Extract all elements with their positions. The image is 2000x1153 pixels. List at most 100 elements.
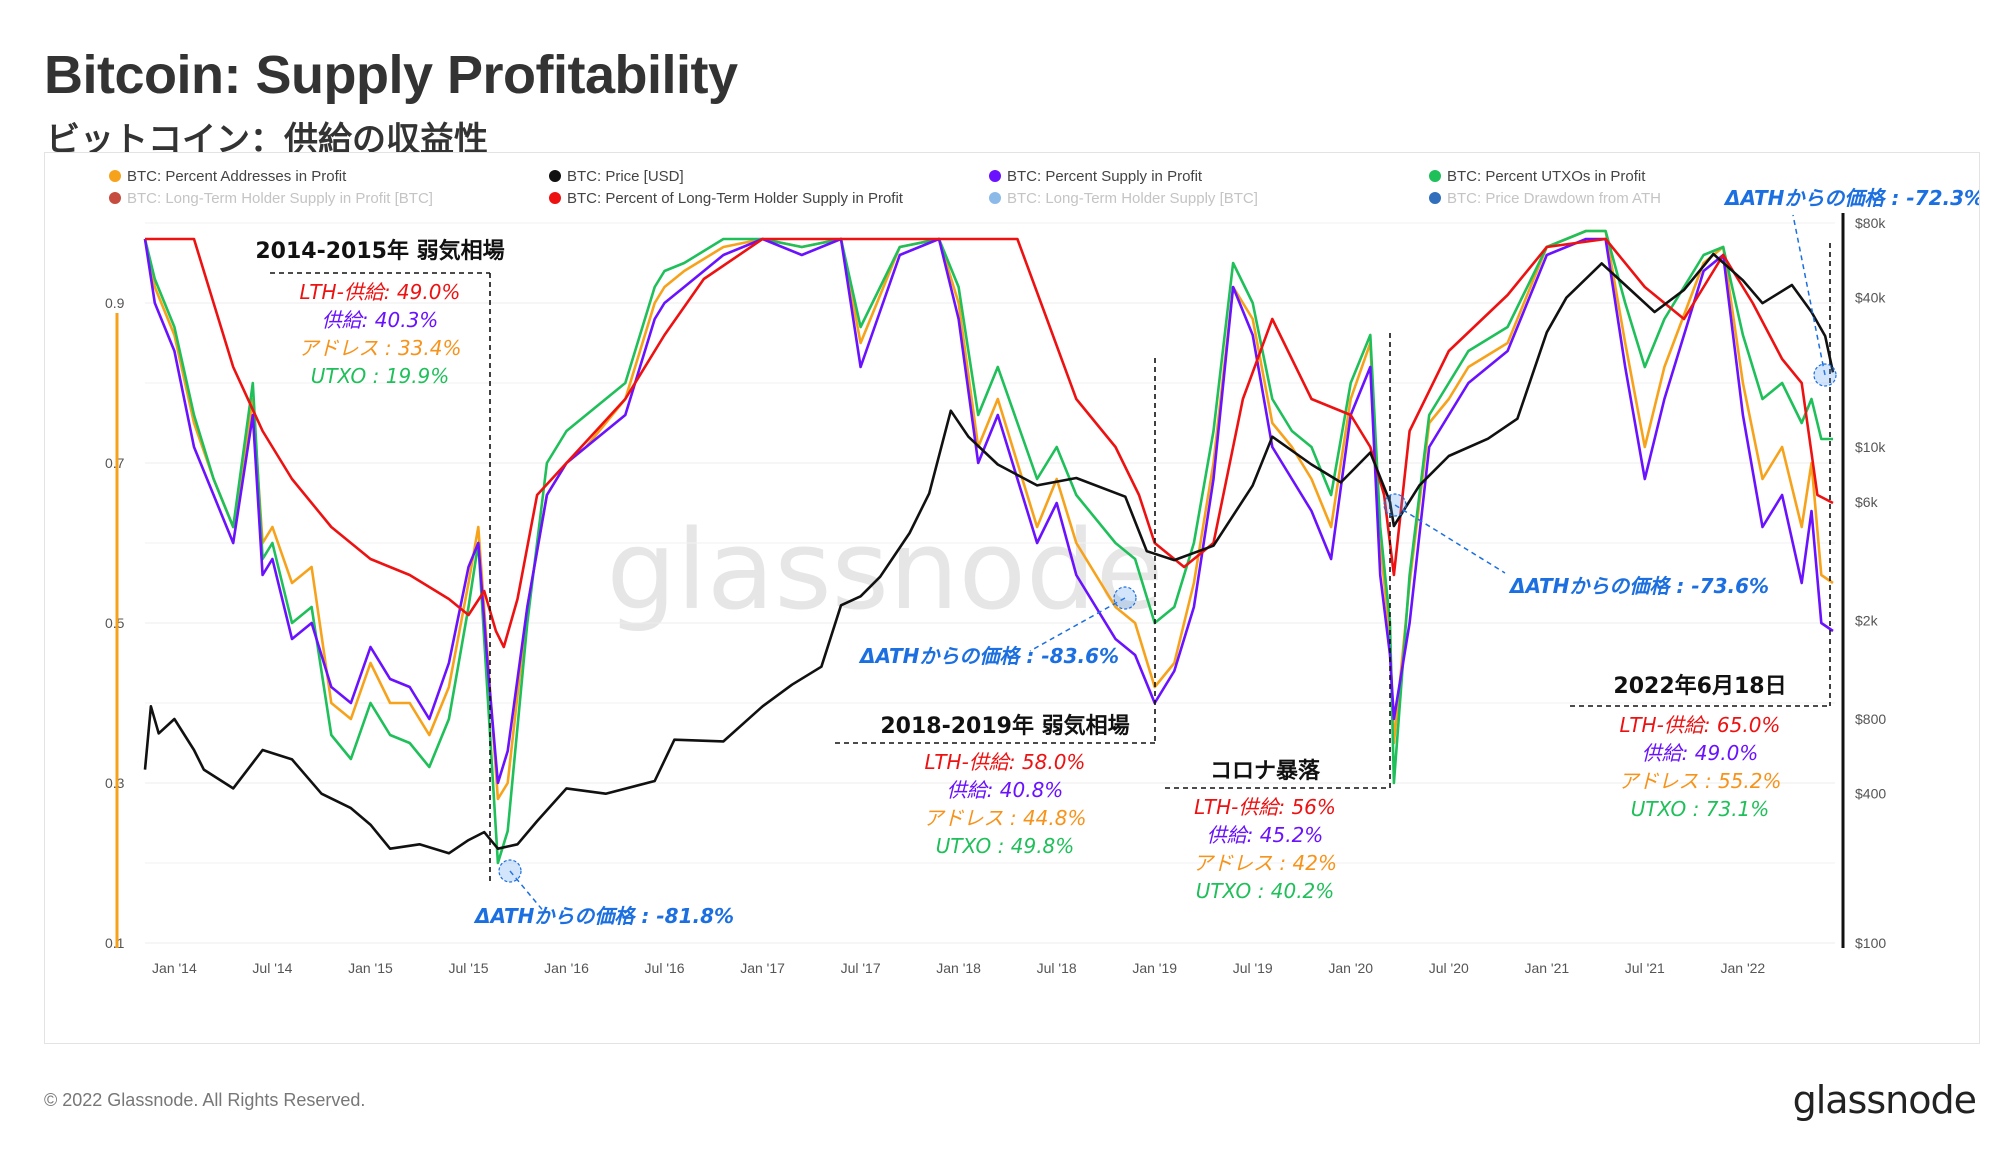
legend-label: BTC: Long-Term Holder Supply [BTC] [1007, 190, 1258, 207]
legend-item: BTC: Long-Term Holder Supply [BTC] [989, 190, 1258, 207]
chart-container: glassnode BTC: Percent Addresses in Prof… [44, 152, 1980, 1044]
annotation-line: アドレス : 44.8% [924, 806, 1087, 830]
glassnode-logo[interactable]: glassnode [1792, 1078, 1977, 1122]
legend-marker-icon [1429, 170, 1441, 182]
drawdown-leader [1029, 597, 1126, 652]
legend-item: BTC: Long-Term Holder Supply in Profit [… [109, 190, 433, 207]
drawdown-marker [1383, 493, 1407, 517]
annotation-line: UTXO : 49.8% [936, 834, 1075, 858]
y-right-tick-label: $10k [1855, 439, 1886, 455]
y-right-tick-label: $400 [1855, 786, 1886, 802]
x-tick-label: Jan '22 [1720, 960, 1765, 976]
y-right-tick-label: $6k [1855, 494, 1879, 510]
copyright-text: © 2022 Glassnode. All Rights Reserved. [44, 1090, 366, 1110]
annotation-block: 2022年6月18日 LTH-供給: 65.0% 供給: 49.0% アドレス : 5… [1570, 243, 1831, 821]
drawdown-callout: ΔATHからの価格 : -73.6% [1383, 493, 1769, 598]
annotation-line: 供給: 45.2% [1207, 823, 1324, 847]
legend-label: BTC: Long-Term Holder Supply in Profit [… [127, 190, 433, 207]
x-tick-label: Jan '16 [544, 960, 589, 976]
annotation-title: 2018-2019年 弱気相場 [880, 713, 1129, 739]
y-left-tick-label: 0.5 [105, 615, 125, 631]
legend-marker-icon [989, 192, 1001, 204]
x-tick-label: Jan '17 [740, 960, 785, 976]
legend-marker-icon [1429, 192, 1441, 204]
legend-item: BTC: Percent Addresses in Profit [109, 168, 347, 185]
grid [145, 222, 1835, 944]
x-tick-label: Jul '21 [1625, 960, 1665, 976]
annotation-line: 供給: 49.0% [1642, 741, 1759, 765]
annotation-line: 供給: 40.3% [322, 308, 439, 332]
series-line [143, 252, 1835, 855]
chart-svg: glassnode BTC: Percent Addresses in Prof… [105, 168, 1979, 976]
x-tick-label: Jul '18 [1037, 960, 1077, 976]
legend-marker-icon [549, 192, 561, 204]
y-left-tick-label: 0.9 [105, 295, 125, 311]
x-tick-label: Jan '20 [1328, 960, 1373, 976]
annotations-group: 2014-2015年 弱気相場 LTH-供給: 49.0% 供給: 40.3% アドレ… [255, 186, 1979, 928]
drawdown-leader [1394, 504, 1506, 574]
drawdown-callout: ΔATHからの価格 : -81.8% [473, 859, 734, 928]
legend-item: BTC: Percent of Long-Term Holder Supply … [549, 190, 904, 207]
drawdown-callout: ΔATHからの価格 : -72.3% [1723, 186, 1979, 387]
annotation-line: UTXO : 73.1% [1631, 797, 1770, 821]
legend-item: BTC: Price [USD] [549, 168, 684, 185]
drawdown-marker [1813, 363, 1837, 387]
x-tick-label: Jan '21 [1524, 960, 1569, 976]
drawdown-label: ΔATHからの価格 : -81.8% [473, 904, 734, 928]
legend-label: BTC: Price Drawdown from ATH [1447, 190, 1661, 207]
axes: 0.1 0.3 0.5 0.7 0.9 $100 $400 $800 $2k $6k $10k $40… [105, 213, 1886, 976]
y-right-tick-label: $800 [1855, 711, 1886, 727]
legend-label: BTC: Percent UTXOs in Profit [1447, 168, 1646, 185]
x-tick-label: Jan '15 [348, 960, 393, 976]
legend-label: BTC: Price [USD] [567, 168, 684, 185]
annotation-block: コロナ暴落 LTH-供給: 56% 供給: 45.2% アドレス : 42% UTXO … [1165, 333, 1391, 903]
annotation-line: UTXO : 19.9% [311, 364, 450, 388]
y-left-tick-label: 0.3 [105, 775, 125, 791]
legend-label: BTC: Percent of Long-Term Holder Supply … [567, 190, 904, 207]
legend-marker-icon [109, 192, 121, 204]
drawdown-label: ΔATHからの価格 : -73.6% [1508, 574, 1769, 598]
legend-label: BTC: Percent Supply in Profit [1007, 168, 1203, 185]
y-right-tick-label: $40k [1855, 290, 1886, 306]
drawdown-leader [1792, 214, 1826, 376]
legend-item: BTC: Price Drawdown from ATH [1429, 190, 1661, 207]
annotation-line: アドレス : 42% [1193, 851, 1337, 875]
annotation-title: 2014-2015年 弱気相場 [255, 238, 504, 264]
x-tick-label: Jan '19 [1132, 960, 1177, 976]
legend-marker-icon [549, 170, 561, 182]
x-tick-label: Jul '14 [252, 960, 292, 976]
annotation-line: LTH-供給: 65.0% [1620, 713, 1781, 737]
x-tick-label: Jul '16 [645, 960, 685, 976]
x-tick-label: Jul '15 [448, 960, 488, 976]
annotation-line: LTH-供給: 49.0% [300, 280, 461, 304]
legend-marker-icon [109, 170, 121, 182]
x-tick-label: Jul '19 [1233, 960, 1273, 976]
y-right-tick-label: $2k [1855, 612, 1879, 628]
chart-title: Bitcoin: Supply Profitability [44, 45, 738, 105]
y-left-tick-label: 0.1 [105, 935, 125, 951]
annotation-line: LTH-供給: 58.0% [925, 750, 1086, 774]
drawdown-label: ΔATHからの価格 : -83.6% [858, 644, 1119, 668]
y-right-tick-label: $80k [1855, 215, 1886, 231]
series-group [143, 229, 1835, 865]
annotation-title: 2022年6月18日 [1613, 673, 1786, 699]
y-right-tick-label: $100 [1855, 935, 1886, 951]
annotation-block: 2014-2015年 弱気相場 LTH-供給: 49.0% 供給: 40.3% アドレ… [255, 238, 505, 883]
drawdown-leader [509, 870, 546, 914]
drawdown-marker [498, 859, 522, 883]
annotation-title: コロナ暴落 [1210, 759, 1321, 784]
annotation-line: UTXO : 40.2% [1196, 879, 1335, 903]
x-tick-label: Jan '14 [152, 960, 197, 976]
series-line [143, 229, 1833, 865]
legend-item: BTC: Percent Supply in Profit [989, 168, 1203, 185]
annotation-block: 2018-2019年 弱気相場 LTH-供給: 58.0% 供給: 40.8% アドレ… [835, 358, 1156, 858]
drawdown-label: ΔATHからの価格 : -72.3% [1723, 186, 1979, 210]
annotation-line: LTH-供給: 56% [1194, 795, 1336, 819]
annotation-line: 供給: 40.8% [947, 778, 1064, 802]
x-tick-label: Jul '20 [1429, 960, 1469, 976]
series-line [145, 237, 1834, 649]
legend-label: BTC: Percent Addresses in Profit [127, 168, 347, 185]
x-tick-label: Jan '18 [936, 960, 981, 976]
legend-item: BTC: Percent UTXOs in Profit [1429, 168, 1646, 185]
y-left-tick-label: 0.7 [105, 455, 125, 471]
